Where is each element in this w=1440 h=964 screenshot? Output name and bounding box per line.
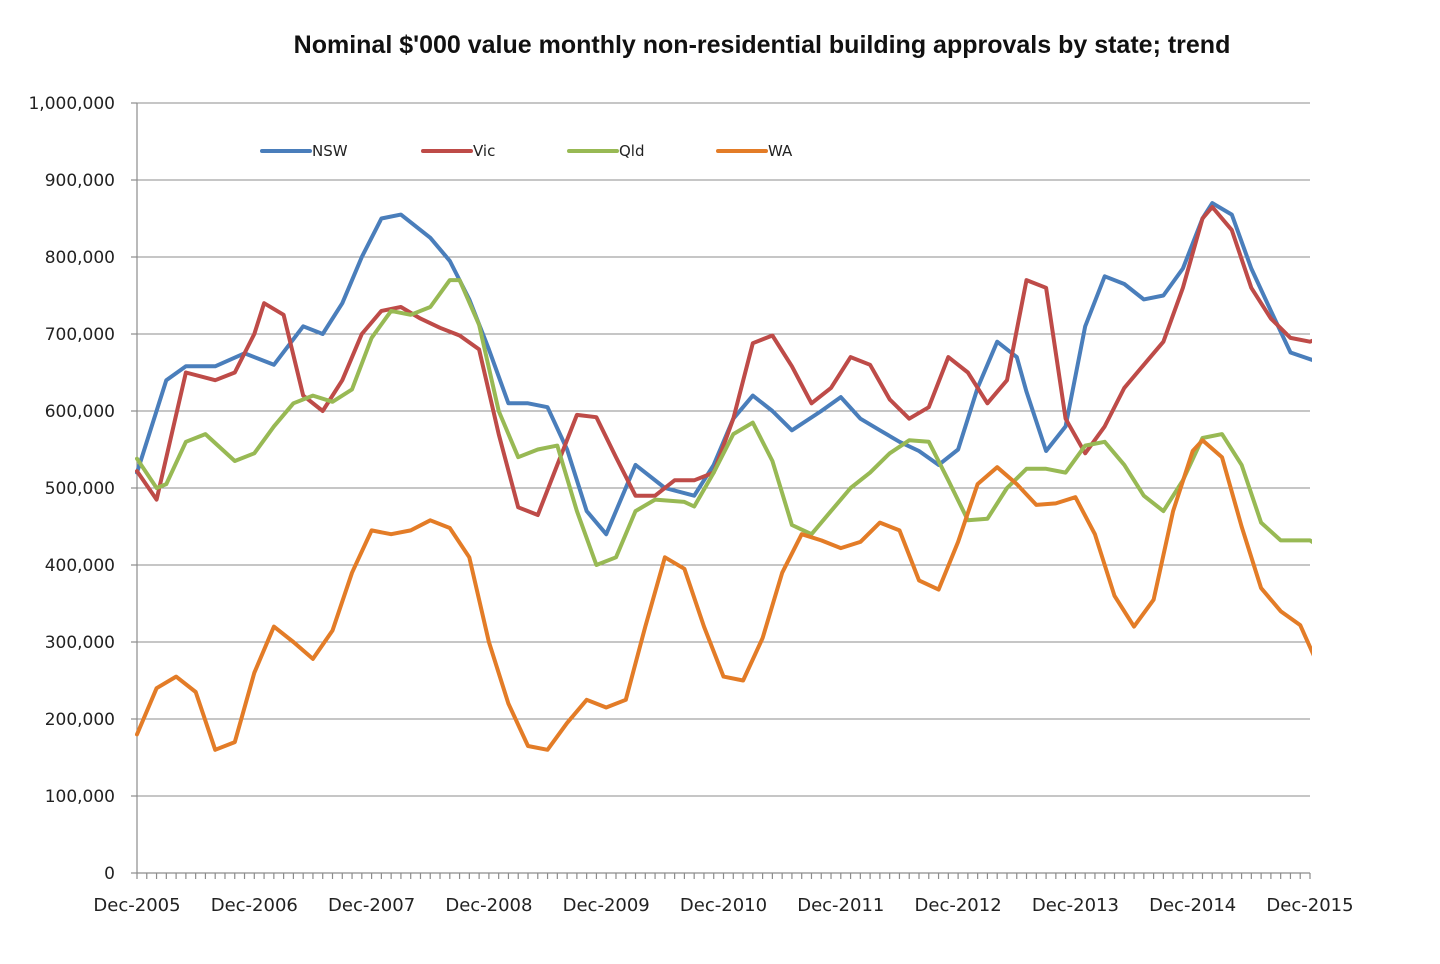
x-tick-label: Dec-2007	[328, 895, 415, 916]
x-tick-label: Dec-2006	[211, 895, 298, 916]
axes	[131, 102, 1311, 879]
x-tick-label: Dec-2010	[680, 895, 767, 916]
legend-label-nsw: NSW	[312, 142, 348, 160]
x-tick-label: Dec-2012	[915, 895, 1002, 916]
y-tick-label: 700,000	[45, 325, 115, 345]
x-axis-tick-labels: Dec-2005 Dec-2006 Dec-2007 Dec-2008 Dec-2009…	[93, 895, 1353, 916]
x-tick-label: Dec-2008	[445, 895, 532, 916]
y-tick-label: 1,000,000	[28, 94, 115, 114]
y-tick-label: 100,000	[45, 787, 115, 807]
series-line-nsw	[135, 201, 1312, 537]
legend-label-wa: WA	[768, 142, 793, 160]
x-tick-label: Dec-2005	[93, 895, 180, 916]
legend-label-qld: Qld	[619, 142, 645, 160]
y-tick-label: 600,000	[45, 402, 115, 422]
chart-title: Nominal $'000 value monthly non-resident…	[294, 31, 1231, 59]
series-line-qld	[135, 278, 1312, 567]
legend-label-vic: Vic	[473, 142, 495, 160]
series-line-wa	[135, 438, 1312, 752]
y-tick-label: 800,000	[45, 248, 115, 268]
y-tick-label: 500,000	[45, 479, 115, 499]
y-axis-tick-labels: 0 100,000 200,000 300,000 400,000 500,000 600,…	[28, 94, 115, 884]
y-tick-label: 200,000	[45, 710, 115, 730]
x-tick-label: Dec-2014	[1149, 895, 1236, 916]
y-tick-label: 400,000	[45, 556, 115, 576]
x-tick-label: Dec-2013	[1032, 895, 1119, 916]
x-tick-label: Dec-2011	[797, 895, 884, 916]
y-tick-label: 300,000	[45, 633, 115, 653]
y-tick-label: 900,000	[45, 171, 115, 191]
y-tick-label: 0	[104, 864, 115, 884]
x-tick-label: Dec-2015	[1266, 895, 1353, 916]
gridlines	[137, 102, 1310, 797]
series-lines	[135, 201, 1312, 752]
legend: NSW Vic Qld WA	[260, 142, 793, 160]
series-line-vic	[135, 205, 1312, 517]
x-tick-label: Dec-2009	[563, 895, 650, 916]
